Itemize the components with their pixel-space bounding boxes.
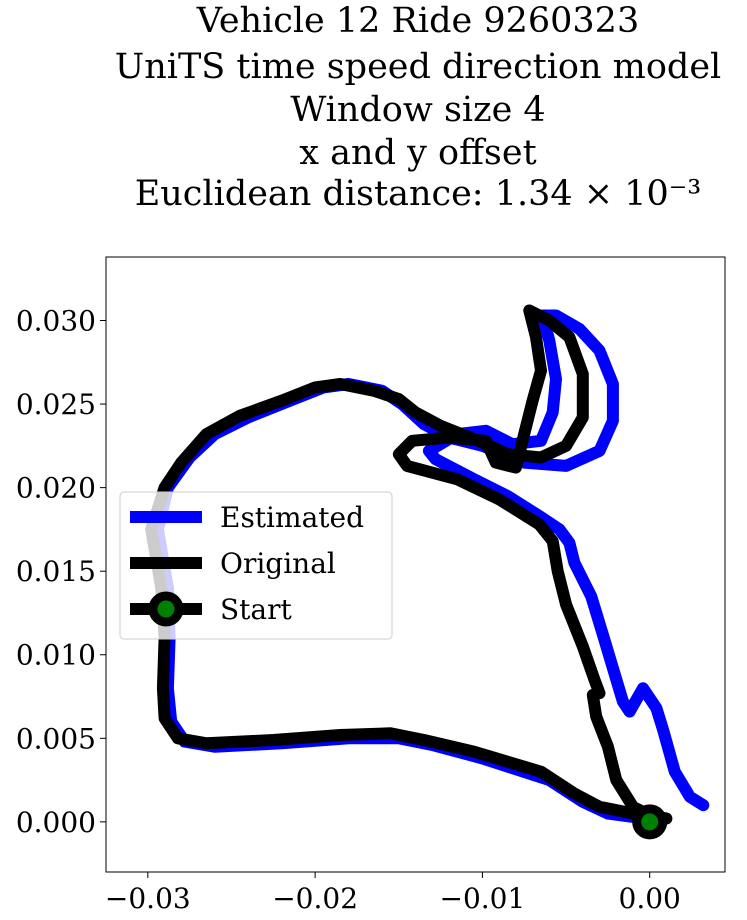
legend-box [119, 491, 393, 640]
legend: Estimated Original Start [119, 491, 393, 640]
title-line-3: Window size 4 [290, 90, 545, 130]
title-line-1: Vehicle 12 Ride 9260323 [196, 1, 639, 41]
legend-start-marker [148, 591, 184, 627]
title-line-5: Euclidean distance: 1.34 × 10⁻³ [135, 174, 702, 214]
legend-label-estimated: Estimated [220, 501, 364, 534]
y-tick-label: 0.020 [16, 472, 96, 505]
x-axis: −0.03 −0.02 −0.01 0.00 [105, 872, 681, 915]
y-axis: 0.000 0.005 0.010 0.015 0.020 0.025 0.030 [16, 305, 106, 839]
legend-label-original: Original [220, 547, 336, 580]
chart-title: Vehicle 12 Ride 9260323 UniTS time speed … [115, 1, 722, 214]
start-marker [632, 804, 668, 840]
x-tick-label: 0.00 [619, 882, 681, 915]
title-line-2: UniTS time speed direction model [115, 47, 722, 87]
y-tick-label: 0.015 [16, 555, 96, 588]
y-tick-label: 0.025 [16, 388, 96, 421]
series-line-original [145, 304, 673, 828]
y-tick-label: 0.005 [16, 722, 96, 755]
plot-area [145, 304, 710, 840]
y-tick-label: 0.010 [16, 639, 96, 672]
y-tick-label: 0.000 [16, 806, 96, 839]
x-tick-label: −0.03 [105, 882, 191, 915]
title-line-4: x and y offset [299, 133, 536, 173]
x-tick-label: −0.01 [440, 882, 526, 915]
x-tick-label: −0.02 [272, 882, 358, 915]
y-tick-label: 0.030 [16, 305, 96, 338]
legend-label-start: Start [220, 593, 293, 626]
plot-frame [105, 256, 726, 873]
